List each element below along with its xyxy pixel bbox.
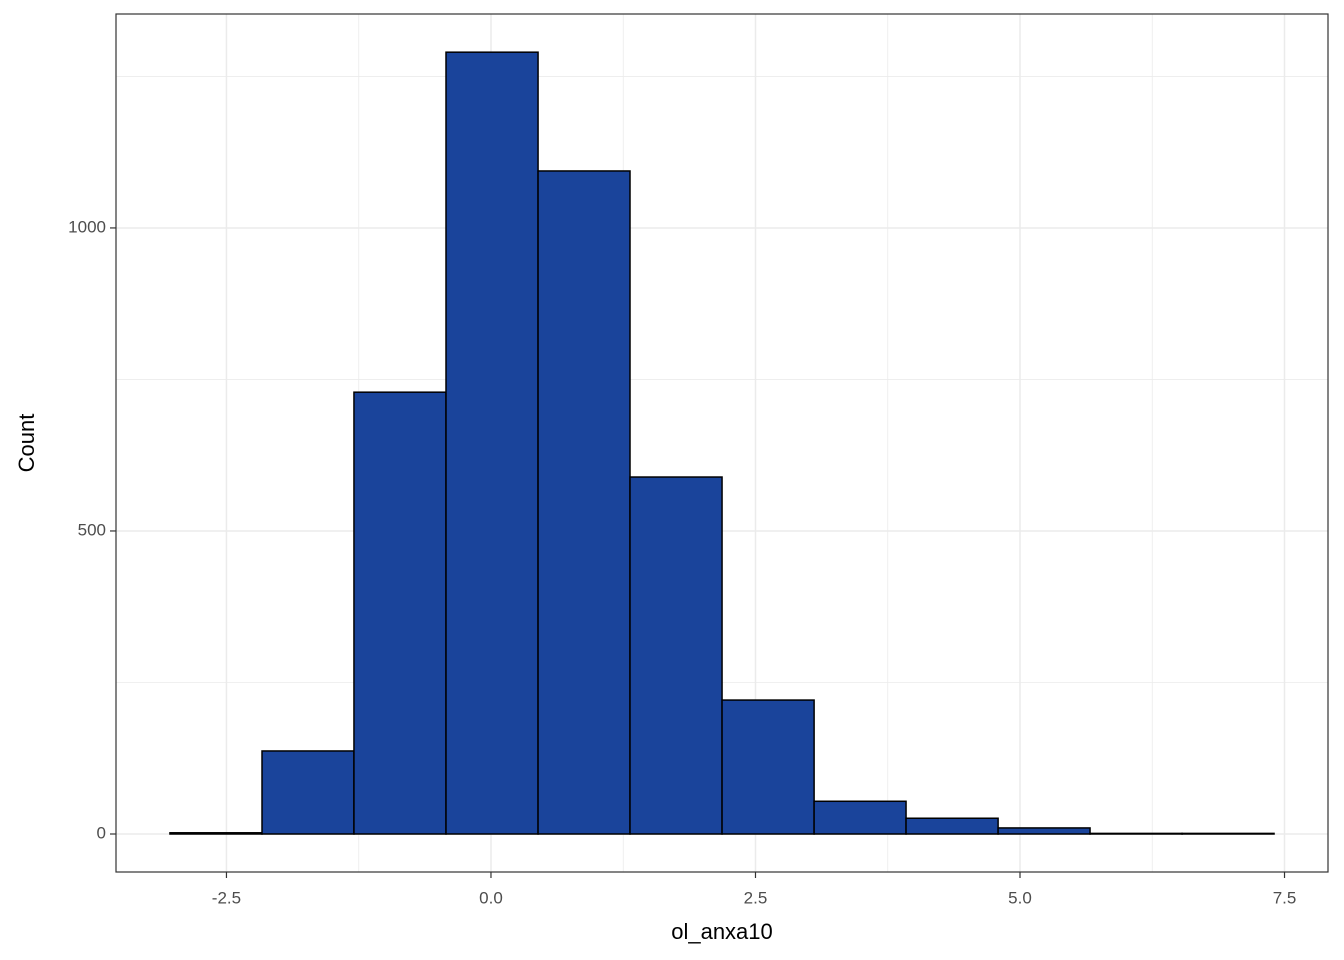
x-tick-label: 2.5	[744, 888, 768, 907]
x-tick-label: -2.5	[212, 888, 241, 907]
x-tick-label: 0.0	[479, 888, 503, 907]
bar	[1089, 832, 1183, 835]
bar	[261, 750, 355, 835]
bar	[445, 51, 539, 835]
y-tick-label: 500	[78, 520, 106, 539]
bar	[629, 476, 723, 835]
bar	[169, 832, 263, 835]
bar	[537, 170, 631, 835]
bar	[905, 817, 999, 835]
y-tick-label: 1000	[68, 217, 106, 236]
bar	[721, 699, 815, 835]
x-tick-label: 5.0	[1008, 888, 1032, 907]
panel-border	[115, 13, 1329, 873]
x-tick-label: 7.5	[1273, 888, 1297, 907]
bar	[997, 827, 1091, 835]
bar	[813, 800, 907, 835]
bar	[353, 391, 447, 835]
x-axis-title: ol_anxa10	[671, 919, 773, 944]
bar	[1181, 832, 1275, 835]
y-tick-label: 0	[97, 823, 106, 842]
y-axis-title: Count	[14, 414, 39, 473]
